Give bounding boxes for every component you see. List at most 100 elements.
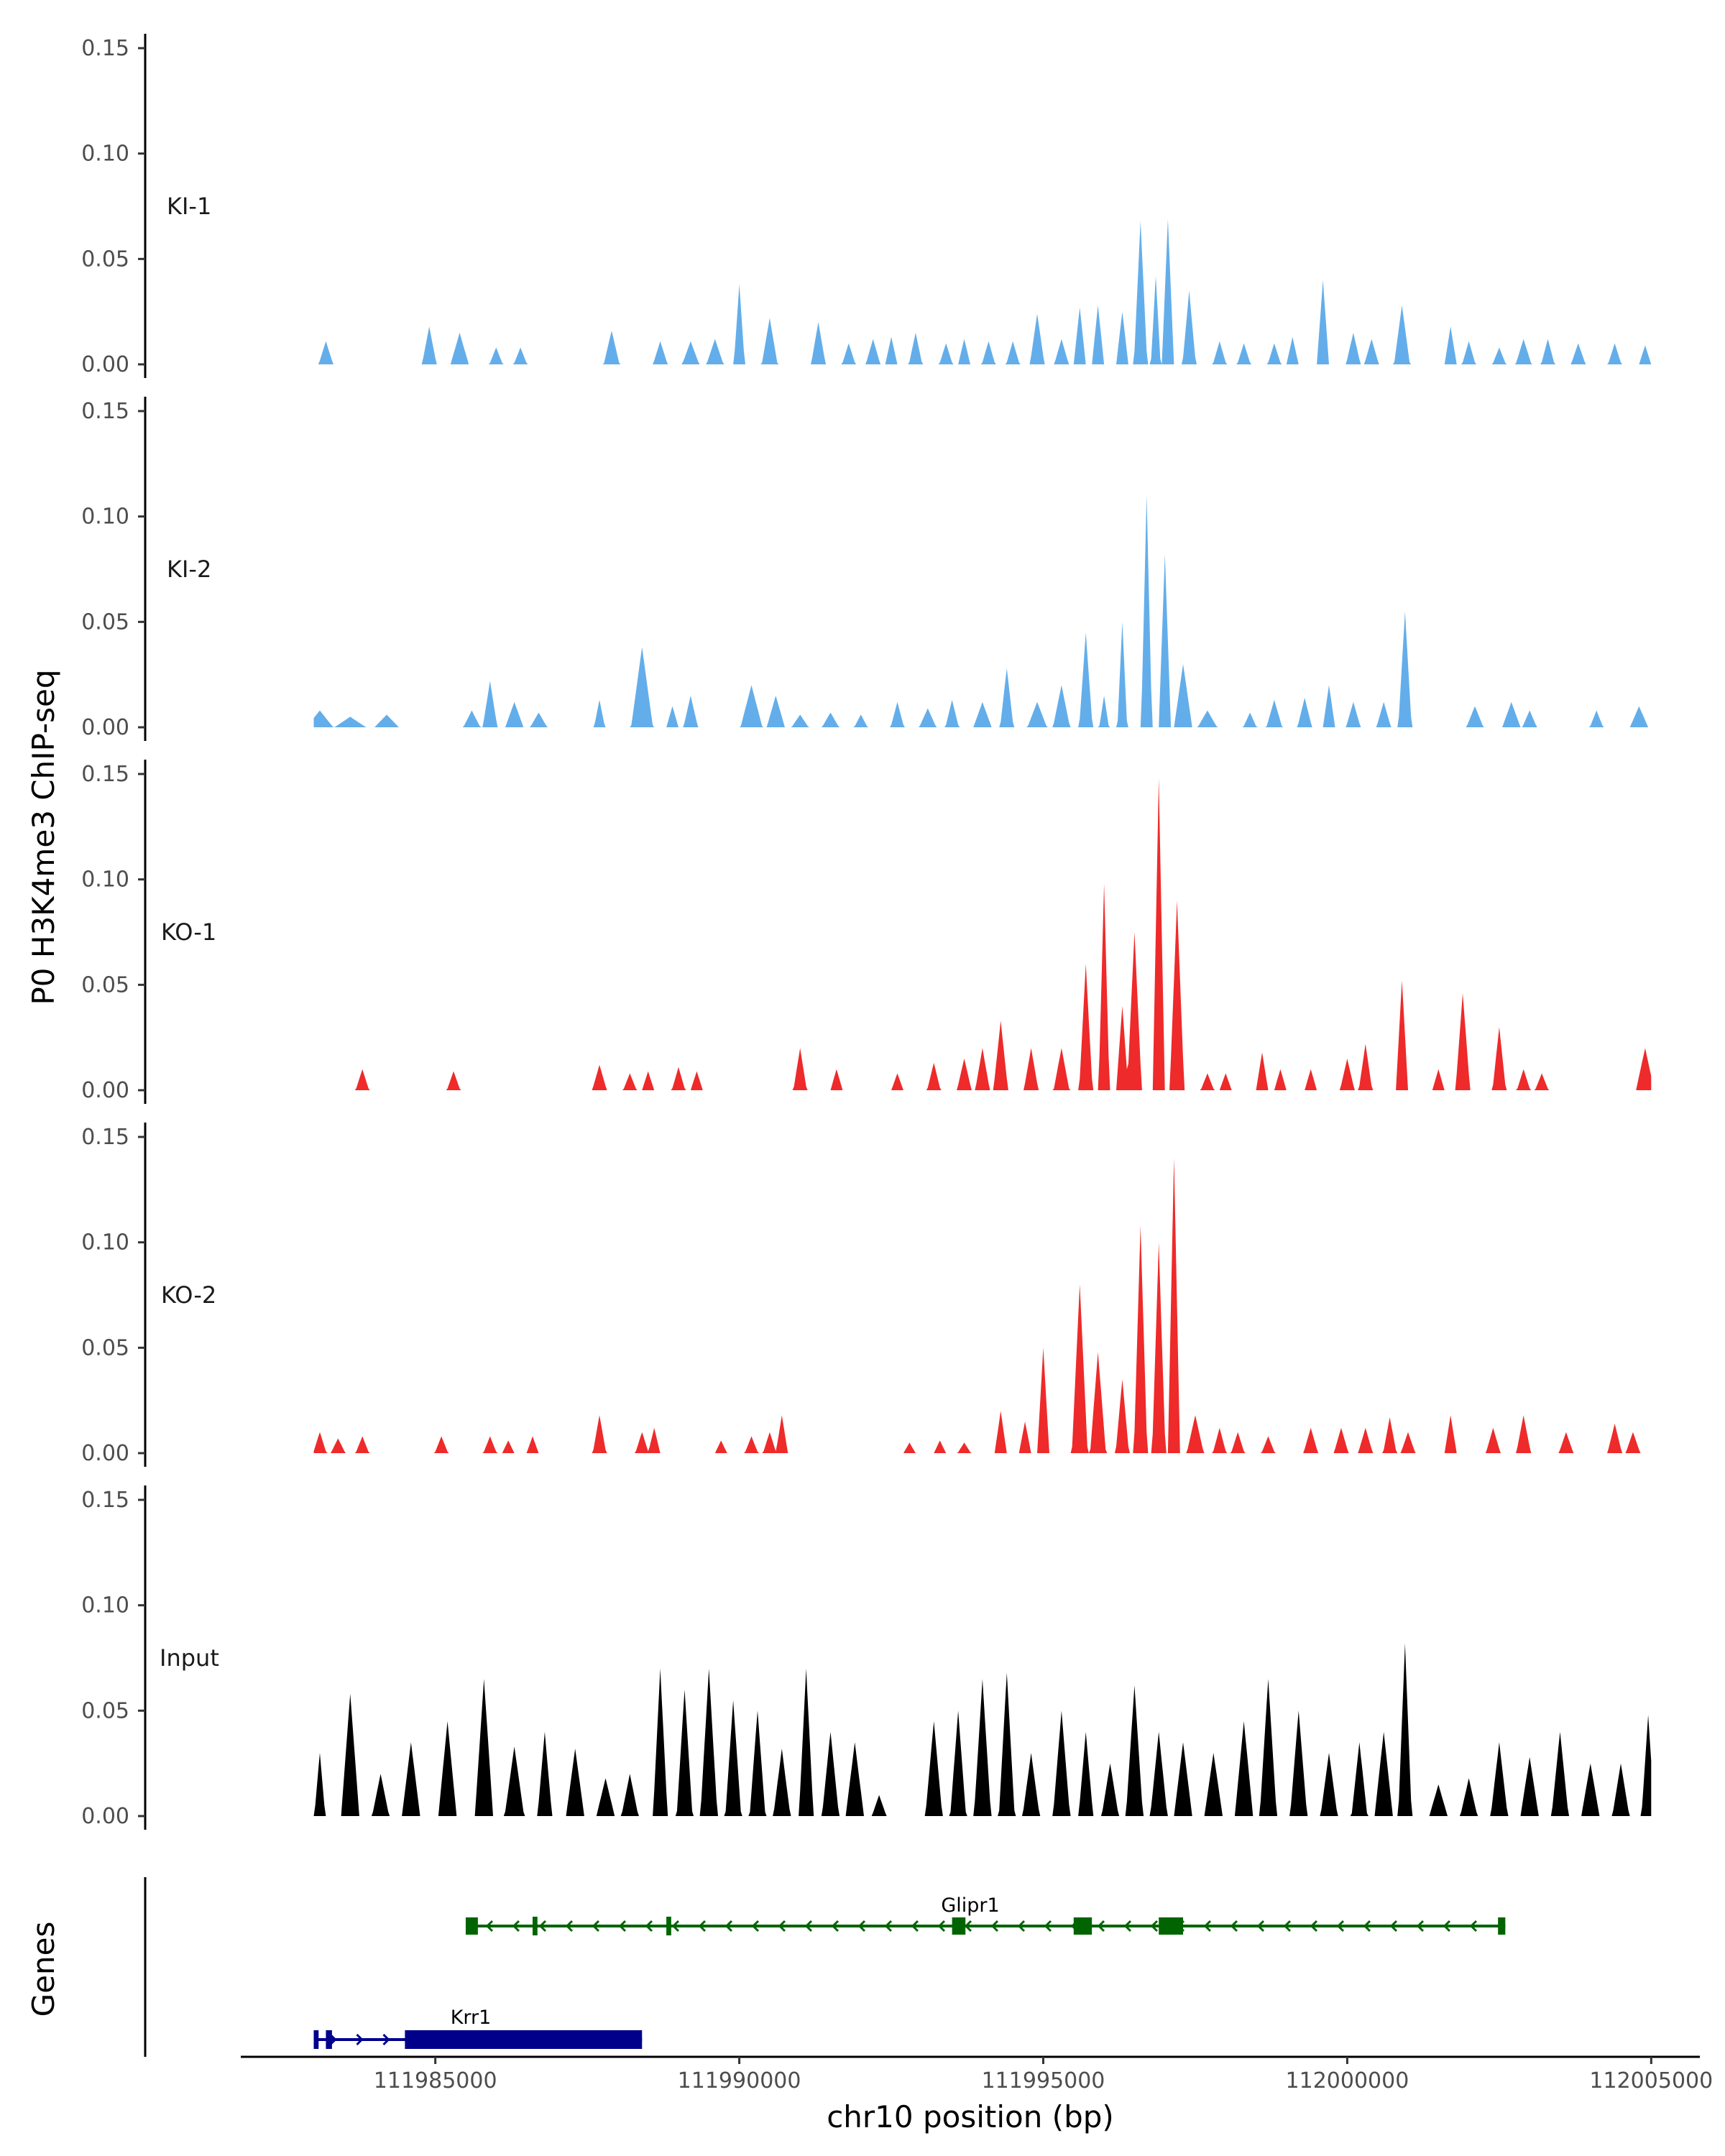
strand-arrow bbox=[804, 1920, 813, 1932]
gene-glipr1: Glipr1 bbox=[465, 1894, 1506, 1935]
y-tick-label: 0.10 bbox=[81, 142, 129, 167]
x-tick-label: 111995000 bbox=[982, 2068, 1105, 2093]
track-ki-2: 0.00 0.05 0.10 0.15 KI-2 bbox=[81, 397, 1652, 741]
x-tick-label: 111985000 bbox=[374, 2068, 497, 2093]
y-tick-label: 0.05 bbox=[81, 1698, 129, 1723]
track-label-ki-1: KI-1 bbox=[167, 193, 211, 220]
y-tick-label: 0.05 bbox=[81, 972, 129, 998]
strand-arrow bbox=[990, 1920, 999, 1932]
gene-exon bbox=[313, 2030, 319, 2049]
y-tick-label: 0.10 bbox=[81, 1593, 129, 1618]
gene-exon bbox=[1159, 1917, 1184, 1935]
y-tick-label: 0.00 bbox=[81, 715, 129, 740]
y-tick-label: 0.05 bbox=[81, 247, 129, 272]
track-label-input: Input bbox=[160, 1644, 219, 1672]
track-ko-1: 0.00 0.05 0.10 0.15 KO-1 bbox=[81, 760, 1652, 1104]
track-ko-2: 0.00 0.05 0.10 0.15 KO-2 bbox=[81, 1123, 1652, 1467]
coverage-area bbox=[313, 495, 1652, 727]
y-tick-label: 0.05 bbox=[81, 609, 129, 635]
strand-arrow bbox=[1336, 1920, 1345, 1932]
x-axis: 111985000 111990000 111995000 112000000 1120… bbox=[241, 2055, 1713, 2134]
coverage-area-ko-2 bbox=[313, 1158, 1652, 1453]
strand-arrow bbox=[618, 1920, 627, 1932]
gene-exon bbox=[405, 2030, 643, 2049]
gene-krr1: Krr1 bbox=[313, 2007, 643, 2049]
strand-arrow bbox=[1443, 1920, 1451, 1932]
strand-arrow bbox=[565, 1920, 574, 1932]
gene-exon bbox=[1498, 1917, 1506, 1935]
coverage-area-input bbox=[313, 1643, 1652, 1816]
y-tick-label: 0.05 bbox=[81, 1335, 129, 1360]
y-tick-label: 0.15 bbox=[81, 1125, 129, 1150]
strand-arrow bbox=[964, 1920, 972, 1932]
y-tick-label: 0.00 bbox=[81, 1078, 129, 1103]
strand-arrow bbox=[751, 1920, 760, 1932]
strand-arrow bbox=[1123, 1920, 1132, 1932]
strand-arrow bbox=[831, 1920, 840, 1932]
coverage-area-ki-2 bbox=[313, 495, 1652, 727]
strand-arrow bbox=[538, 1920, 547, 1932]
genes-track-label: Genes bbox=[26, 1922, 61, 2017]
strand-arrow bbox=[671, 1920, 680, 1932]
strand-arrow bbox=[778, 1920, 786, 1932]
genes-track: Genes Glipr1 Krr1 bbox=[26, 1877, 1506, 2057]
strand-arrow bbox=[1469, 1920, 1478, 1932]
y-tick-label: 0.00 bbox=[81, 1804, 129, 1829]
x-tick-label: 112005000 bbox=[1589, 2068, 1713, 2093]
strand-arrow bbox=[382, 2033, 390, 2046]
strand-arrow bbox=[1283, 1920, 1292, 1932]
gene-exon bbox=[326, 2030, 332, 2049]
gene-models: Glipr1 Krr1 bbox=[313, 1894, 1506, 2049]
coverage-area-ki-1 bbox=[313, 218, 1652, 364]
x-tick-label: 112000000 bbox=[1286, 2068, 1409, 2093]
y-tick-label: 0.15 bbox=[81, 1488, 129, 1513]
strand-arrow bbox=[1097, 1920, 1105, 1932]
coverage-area-ko-1 bbox=[313, 778, 1652, 1090]
y-axis-title: P0 H3K4me3 ChIP-seq bbox=[26, 669, 61, 1005]
y-tick-label: 0.00 bbox=[81, 352, 129, 377]
strand-arrow bbox=[857, 1920, 866, 1932]
y-axis-ticks: 0.00 0.05 0.10 0.15 bbox=[81, 36, 145, 377]
y-axis-ticks: 0.00 0.05 0.10 0.15 bbox=[81, 762, 145, 1103]
y-tick-label: 0.10 bbox=[81, 867, 129, 893]
strand-arrow bbox=[1256, 1920, 1265, 1932]
strand-arrow bbox=[1150, 1920, 1159, 1932]
track-label-ki-2: KI-2 bbox=[167, 556, 211, 583]
strand-arrow bbox=[1363, 1920, 1371, 1932]
x-axis-ticks: 111985000 111990000 111995000 112000000 1120… bbox=[374, 2057, 1713, 2093]
y-tick-label: 0.10 bbox=[81, 505, 129, 530]
y-tick-label: 0.00 bbox=[81, 1441, 129, 1466]
strand-arrow bbox=[884, 1920, 893, 1932]
x-tick-label: 111990000 bbox=[678, 2068, 801, 2093]
strand-arrow bbox=[512, 1920, 520, 1932]
x-axis-title: chr10 position (bp) bbox=[827, 2099, 1114, 2134]
y-axis-ticks: 0.00 0.05 0.10 0.15 bbox=[81, 1488, 145, 1829]
y-tick-label: 0.15 bbox=[81, 399, 129, 424]
gene-exon bbox=[666, 1917, 671, 1935]
coverage-area bbox=[313, 1643, 1652, 1816]
strand-arrow bbox=[645, 1920, 653, 1932]
strand-arrow bbox=[937, 1920, 946, 1932]
y-axis-ticks: 0.00 0.05 0.10 0.15 bbox=[81, 1125, 145, 1466]
track-ki-1: 0.00 0.05 0.10 0.15 KI-1 bbox=[81, 34, 1652, 378]
strand-arrow bbox=[1416, 1920, 1425, 1932]
strand-arrow bbox=[1310, 1920, 1318, 1932]
y-tick-label: 0.15 bbox=[81, 36, 129, 61]
gene-exon bbox=[952, 1917, 966, 1935]
strand-arrow bbox=[698, 1920, 707, 1932]
y-tick-label: 0.15 bbox=[81, 762, 129, 787]
strand-arrow bbox=[724, 1920, 733, 1932]
strand-arrow bbox=[485, 1920, 494, 1932]
strand-arrow bbox=[1017, 1920, 1026, 1932]
strand-arrow bbox=[1230, 1920, 1238, 1932]
strand-arrow bbox=[1389, 1920, 1398, 1932]
track-label-ko-2: KO-2 bbox=[161, 1281, 216, 1309]
gene-exon bbox=[533, 1917, 538, 1935]
y-tick-label: 0.10 bbox=[81, 1230, 129, 1256]
strand-arrow bbox=[911, 1920, 919, 1932]
strand-arrow bbox=[592, 1920, 600, 1932]
y-axis-ticks: 0.00 0.05 0.10 0.15 bbox=[81, 399, 145, 740]
strand-arrow bbox=[356, 2033, 364, 2046]
strand-arrow bbox=[1203, 1920, 1212, 1932]
